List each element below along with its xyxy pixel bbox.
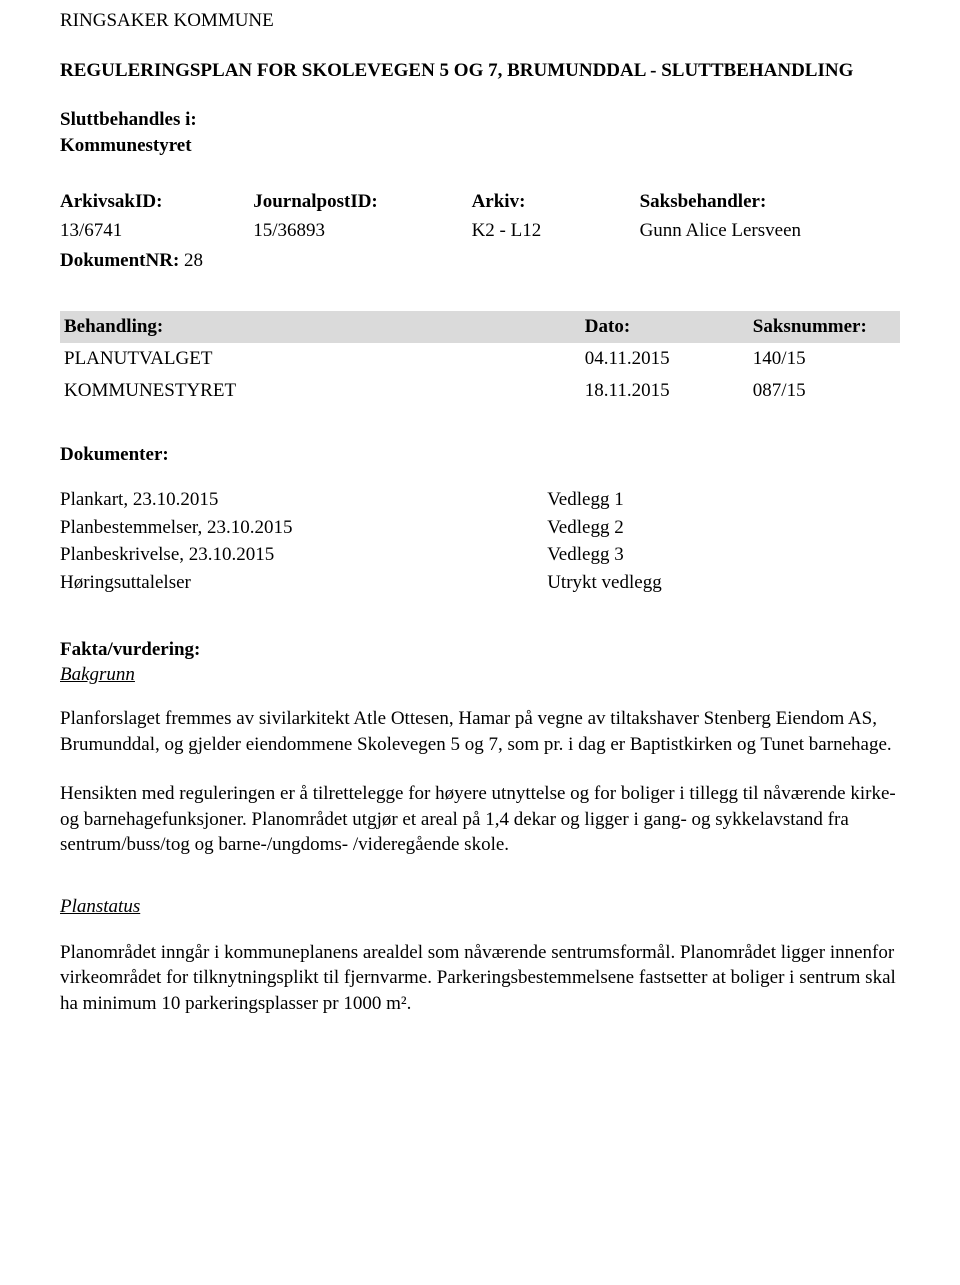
planstatus-paragraph-1: Planområdet inngår i kommuneplanens area…	[60, 940, 900, 1017]
arkiv-label: Arkiv:	[472, 187, 640, 217]
sluttbehandles-value: Kommunestyret	[60, 133, 900, 159]
dokumentnr-value: 28	[184, 250, 203, 271]
behandling-saksnr: 140/15	[749, 343, 900, 375]
fakta-paragraph-1: Planforslaget fremmes av sivilarkitekt A…	[60, 706, 900, 757]
fakta-subtitle: Bakgrunn	[60, 662, 900, 688]
behandling-header-saksnr: Saksnummer:	[749, 311, 900, 343]
behandling-table: Behandling: Dato: Saksnummer: PLANUTVALG…	[60, 311, 900, 406]
dokumenter-title: Dokumenter:	[60, 442, 900, 468]
journalpostid-value: 15/36893	[253, 216, 471, 246]
document-vedlegg: Vedlegg 3	[547, 541, 900, 569]
saksbehandler-value: Gunn Alice Lersveen	[640, 216, 900, 246]
dokumentnr-cell: DokumentNR: 28	[60, 246, 253, 276]
document-name: Planbeskrivelse, 23.10.2015	[60, 541, 547, 569]
behandling-date: 18.11.2015	[581, 375, 749, 407]
behandling-saksnr: 087/15	[749, 375, 900, 407]
table-row: Planbestemmelser, 23.10.2015Vedlegg 2	[60, 514, 900, 542]
meta-table: ArkivsakID: JournalpostID: Arkiv: Saksbe…	[60, 187, 900, 276]
table-row: Plankart, 23.10.2015Vedlegg 1	[60, 486, 900, 514]
dokumentnr-label: DokumentNR:	[60, 250, 179, 271]
dokumenter-table: Plankart, 23.10.2015Vedlegg 1Planbestemm…	[60, 486, 900, 597]
document-vedlegg: Vedlegg 2	[547, 514, 900, 542]
org-name: RINGSAKER KOMMUNE	[60, 8, 900, 34]
arkiv-value: K2 - L12	[472, 216, 640, 246]
planstatus-title: Planstatus	[60, 894, 900, 920]
fakta-title: Fakta/vurdering:	[60, 637, 900, 663]
document-name: Plankart, 23.10.2015	[60, 486, 547, 514]
fakta-paragraph-2: Hensikten med reguleringen er å tilrette…	[60, 781, 900, 858]
journalpostid-label: JournalpostID:	[253, 187, 471, 217]
behandling-header-date: Dato:	[581, 311, 749, 343]
document-vedlegg: Vedlegg 1	[547, 486, 900, 514]
document-title: REGULERINGSPLAN FOR SKOLEVEGEN 5 OG 7, B…	[60, 58, 900, 84]
table-row: Planbeskrivelse, 23.10.2015Vedlegg 3	[60, 541, 900, 569]
arkivsakid-value: 13/6741	[60, 216, 253, 246]
sluttbehandles-label: Sluttbehandles i:	[60, 107, 900, 133]
behandling-header-name: Behandling:	[60, 311, 581, 343]
table-row: HøringsuttalelserUtrykt vedlegg	[60, 569, 900, 597]
saksbehandler-label: Saksbehandler:	[640, 187, 900, 217]
behandling-name: KOMMUNESTYRET	[60, 375, 581, 407]
document-vedlegg: Utrykt vedlegg	[547, 569, 900, 597]
behandling-date: 04.11.2015	[581, 343, 749, 375]
arkivsakid-label: ArkivsakID:	[60, 187, 253, 217]
document-name: Planbestemmelser, 23.10.2015	[60, 514, 547, 542]
behandling-name: PLANUTVALGET	[60, 343, 581, 375]
document-name: Høringsuttalelser	[60, 569, 547, 597]
table-row: KOMMUNESTYRET18.11.2015087/15	[60, 375, 900, 407]
table-row: PLANUTVALGET04.11.2015140/15	[60, 343, 900, 375]
